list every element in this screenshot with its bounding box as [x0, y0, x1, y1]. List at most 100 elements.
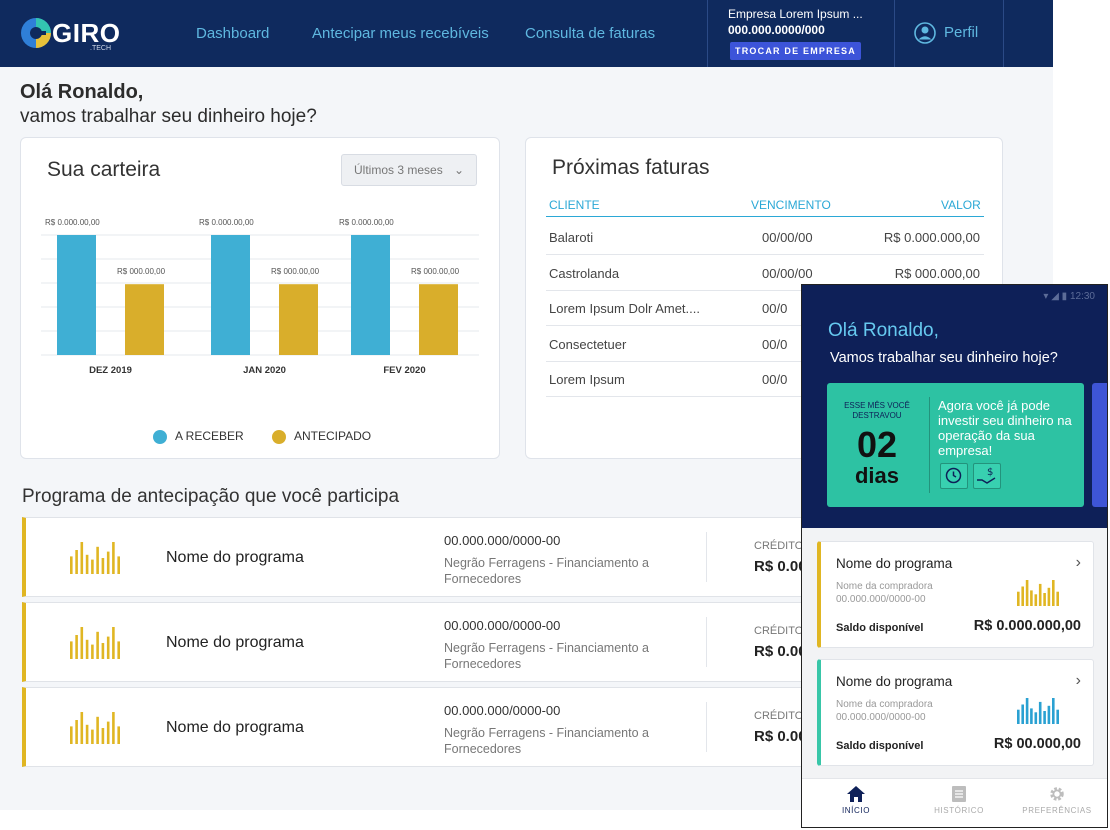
- bar-chart-icon: [1017, 580, 1059, 611]
- brand-sub: .TECH: [90, 45, 111, 52]
- bar-chart-icon: [1017, 698, 1059, 729]
- chevron-right-icon: ›: [1075, 554, 1081, 571]
- invoice-due-date: 00/0: [762, 372, 788, 387]
- bar-value-label: R$ 0.000.00,00: [199, 218, 254, 227]
- divider: [706, 532, 707, 582]
- promo-text: Agora você já pode investir seu dinheiro…: [938, 398, 1072, 458]
- legend-label: ANTECIPADO: [294, 429, 372, 443]
- legend-a-receber: A RECEBER: [153, 429, 244, 444]
- chevron-down-icon: ⌄: [453, 163, 464, 177]
- wallet-title: Sua carteira: [47, 158, 161, 181]
- bar-value-label: R$ 0.000.00,00: [339, 218, 394, 227]
- invoice-value: R$ 0.000.000,00: [883, 230, 980, 245]
- divider: [706, 702, 707, 752]
- program-cnpj: 00.000.000/0000-00: [444, 703, 561, 718]
- profile-label: Perfil: [944, 23, 979, 41]
- mobile-program-card[interactable]: Nome do programa › Nome da compradora 00.00…: [817, 659, 1094, 766]
- row-divider: [546, 325, 984, 326]
- tab-historico[interactable]: HISTÓRICO: [909, 785, 1009, 815]
- mobile-mockup: ▾ ◢ ▮ 12:30 Olá Ronaldo, Vamos trabalhar…: [801, 284, 1108, 828]
- x-tick-label: FEV 2020: [383, 365, 425, 376]
- bar-value-label: R$ 0.000.00,00: [45, 218, 100, 227]
- period-value: Últimos 3 meses: [354, 163, 443, 177]
- credit-label: CRÉDITO: [754, 625, 804, 637]
- wallet-bar-chart: R$ 0.000.00,00 R$ 000.00,00 DEZ 2019 R$ 0.0…: [41, 218, 479, 376]
- promo-card[interactable]: ESSE MÊS VOCÊ DESTRAVOU 02 dias Agora vo…: [827, 383, 1084, 507]
- row-divider: [546, 289, 984, 291]
- program-name: Nome do programa: [166, 719, 304, 736]
- divider: [1003, 0, 1004, 67]
- tab-label: HISTÓRICO: [934, 806, 984, 815]
- tab-label: PREFERÊNCIAS: [1022, 806, 1092, 815]
- x-tick-label: JAN 2020: [243, 365, 286, 376]
- invoice-client[interactable]: Lorem Ipsum: [549, 372, 625, 387]
- user-icon: [914, 22, 936, 44]
- buyer-name: Nome da compradora: [836, 699, 933, 710]
- invoice-due-date: 00/0: [762, 301, 788, 316]
- bar: [351, 235, 390, 355]
- header-underline: [546, 216, 984, 217]
- greeting-name: Olá Ronaldo,: [20, 81, 144, 103]
- credit-label: CRÉDITO: [754, 710, 804, 722]
- program-name: Nome do programa: [836, 556, 953, 571]
- nav-antecipar[interactable]: Antecipar meus recebíveis: [312, 25, 489, 42]
- clock-icon: [940, 463, 968, 489]
- buyer-name: Nome da compradora: [836, 581, 933, 592]
- divider: [707, 0, 708, 67]
- promo-unit: dias: [854, 463, 900, 488]
- home-icon: [847, 786, 865, 802]
- program-description: Negrão Ferragens - Financiamento a Forne…: [444, 556, 649, 586]
- tab-label: INÍCIO: [841, 806, 871, 815]
- svg-text:$: $: [987, 467, 993, 478]
- invoice-client[interactable]: Balaroti: [549, 230, 594, 245]
- switch-company-button[interactable]: TROCAR DE EMPRESA: [730, 42, 861, 60]
- invoice-client[interactable]: Consectetuer: [549, 336, 627, 352]
- program-name: Nome do programa: [836, 674, 953, 689]
- bar-chart-icon: [70, 542, 120, 579]
- status-time: 12:30: [1069, 291, 1095, 302]
- next-promo-card-edge[interactable]: [1092, 383, 1107, 507]
- bar: [57, 235, 96, 355]
- chevron-right-icon: ›: [1075, 672, 1081, 689]
- saldo-label: Saldo disponível: [836, 740, 924, 752]
- saldo-value: R$ 0.000.000,00: [973, 618, 1081, 634]
- saldo-value: R$ 00.000,00: [993, 736, 1081, 752]
- mobile-tabbar: INÍCIO HISTÓRICO PREFERÊNCIAS: [802, 778, 1107, 827]
- bar: [125, 284, 164, 355]
- program-description: Negrão Ferragens - Financiamento a Forne…: [444, 726, 649, 756]
- program-name: Nome do programa: [166, 549, 304, 566]
- company-name: Empresa Lorem Ipsum ...: [728, 7, 863, 21]
- legend-dot: [153, 429, 167, 444]
- invoice-client[interactable]: Lorem Ipsum Dolr Amet....: [549, 301, 700, 316]
- wallet-card: Sua carteira Últimos 3 meses ⌄ R$ 0.000.…: [20, 137, 500, 459]
- mobile-program-card[interactable]: Nome do programa › Nome da compradora 00.00…: [817, 541, 1094, 648]
- bar: [419, 284, 458, 355]
- profile-link[interactable]: Perfil: [914, 22, 978, 44]
- divider: [929, 397, 930, 493]
- nav-dashboard[interactable]: Dashboard: [196, 25, 270, 42]
- program-cnpj: 00.000.000/0000-00: [444, 533, 561, 548]
- x-tick-label: DEZ 2019: [89, 365, 132, 376]
- program-name: Nome do programa: [166, 634, 304, 651]
- top-navbar: GIRO .TECH Dashboard Antecipar meus rece…: [0, 0, 1053, 67]
- invoice-client[interactable]: Castrolanda: [549, 265, 620, 281]
- invoice-value: R$ 000.000,00: [894, 265, 980, 281]
- saldo-label: Saldo disponível: [836, 622, 924, 634]
- period-select[interactable]: Últimos 3 meses ⌄: [341, 154, 477, 186]
- nav-consulta-faturas[interactable]: Consulta de faturas: [525, 25, 656, 42]
- giro-logo-icon: [21, 18, 51, 48]
- bar-value-label: R$ 000.00,00: [117, 267, 166, 276]
- buyer-info: Nome da compradora 00.000.000/0000-00: [836, 580, 933, 606]
- document-icon: [952, 786, 966, 802]
- company-info: Empresa Lorem Ipsum ... 000.000.0000/000: [728, 7, 863, 37]
- buyer-cnpj: 00.000.000/0000-00: [836, 712, 926, 723]
- bar-chart-icon: [70, 712, 120, 749]
- giro-logo[interactable]: GIRO .TECH: [20, 15, 120, 55]
- tab-preferencias[interactable]: PREFERÊNCIAS: [1007, 785, 1107, 815]
- legend-label: A RECEBER: [175, 429, 244, 443]
- status-bar: ▾ ◢ ▮ 12:30: [1043, 291, 1095, 302]
- tab-inicio[interactable]: INÍCIO: [806, 785, 906, 815]
- bar-chart-icon: [70, 627, 120, 664]
- money-hand-icon: $: [973, 463, 1001, 489]
- mobile-greeting-sub: Vamos trabalhar seu dinheiro hoje?: [830, 350, 1058, 366]
